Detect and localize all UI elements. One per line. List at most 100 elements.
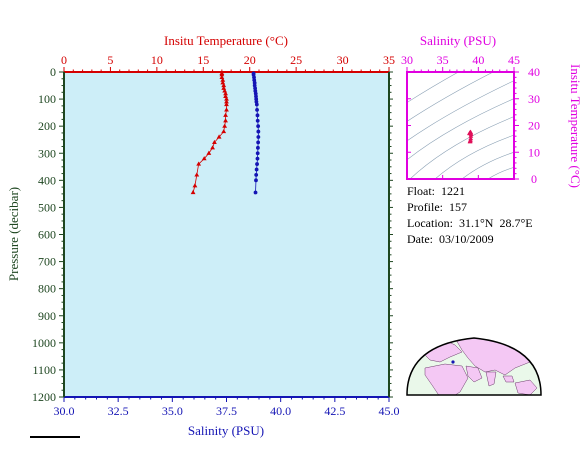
profile-plot-background bbox=[63, 71, 390, 398]
pressure-tick-label: 1000 bbox=[32, 336, 56, 350]
salinity-point bbox=[255, 113, 260, 118]
temperature-point bbox=[220, 77, 226, 82]
density-contour bbox=[407, 72, 494, 122]
float-info: Float: 1221 bbox=[407, 184, 465, 198]
pressure-axis-ticks: 0 100 200 300 400 500 600 700 800 900 1000 1100 1200 bbox=[32, 65, 393, 404]
salinity-tick-label: 30.0 bbox=[54, 404, 75, 418]
temperature-point bbox=[206, 150, 212, 155]
ts-temperature-tick-label: 0 bbox=[531, 172, 537, 186]
ts-salinity-axis-title: Salinity (PSU) bbox=[420, 33, 496, 48]
temperature-point bbox=[221, 85, 227, 90]
salinity-point bbox=[256, 140, 261, 145]
ts-salinity-tick-label: 45 bbox=[508, 53, 520, 67]
density-contour bbox=[461, 151, 514, 179]
ts-diagram-background bbox=[407, 72, 514, 179]
ts-temperature-tick-label: 20 bbox=[528, 119, 540, 133]
temperature-tick-label: 10 bbox=[151, 53, 163, 67]
map-land-arabia bbox=[465, 365, 483, 383]
density-contour bbox=[434, 134, 514, 179]
salinity-point bbox=[254, 102, 259, 107]
temperature-tick-label: 0 bbox=[61, 53, 67, 67]
temperature-tick-label: 35 bbox=[383, 53, 395, 67]
temperature-tick-label: 20 bbox=[244, 53, 256, 67]
density-contour bbox=[407, 80, 514, 142]
pressure-tick-label: 500 bbox=[38, 200, 56, 214]
salinity-axis-ticks: 30.0 32.5 35.0 37.5 40.0 42.5 45.0 bbox=[54, 397, 400, 418]
salinity-point bbox=[254, 178, 258, 183]
location-label: Location: bbox=[407, 216, 453, 230]
temperature-point bbox=[219, 72, 225, 77]
temperature-point bbox=[221, 82, 227, 88]
salinity-point bbox=[256, 145, 260, 150]
salinity-tick-label: 32.5 bbox=[108, 404, 129, 418]
location-value: 31.1°N 28.7°E bbox=[458, 216, 533, 230]
salinity-point bbox=[254, 173, 259, 177]
ts-point bbox=[468, 133, 474, 138]
density-contour bbox=[487, 167, 514, 179]
float-label: Float: bbox=[407, 184, 436, 198]
salinity-point bbox=[256, 129, 261, 134]
ts-point bbox=[467, 139, 473, 144]
salinity-tick-label: 45.0 bbox=[379, 404, 400, 418]
temperature-point bbox=[223, 112, 228, 117]
pressure-tick-label: 900 bbox=[38, 309, 56, 323]
profile-value: 157 bbox=[449, 200, 467, 214]
pressure-tick-label: 800 bbox=[38, 282, 56, 296]
salinity-point bbox=[255, 108, 259, 112]
ts-point bbox=[468, 136, 474, 141]
density-contour bbox=[407, 98, 514, 161]
ts-salinity-tick-label: 35 bbox=[437, 53, 449, 67]
salinity-point bbox=[252, 80, 257, 85]
pressure-tick-label: 100 bbox=[38, 92, 56, 106]
temperature-point bbox=[219, 74, 225, 80]
pressure-axis-title: Pressure (decibar) bbox=[6, 187, 21, 281]
ts-temperature-tick-label: 30 bbox=[528, 92, 540, 106]
temperature-point bbox=[216, 134, 222, 139]
salinity-point bbox=[255, 118, 260, 123]
temperature-point bbox=[201, 156, 207, 161]
float-value: 1221 bbox=[441, 184, 466, 198]
temperature-tick-label: 25 bbox=[290, 53, 302, 67]
date-label: Date: bbox=[407, 232, 433, 246]
pressure-tick-label: 400 bbox=[38, 173, 56, 187]
temperature-tick-label: 5 bbox=[107, 53, 113, 67]
ts-point bbox=[468, 131, 474, 136]
float-location-marker bbox=[451, 360, 455, 364]
temperature-point bbox=[196, 161, 202, 166]
salinity-point bbox=[252, 75, 256, 80]
salinity-point bbox=[253, 91, 258, 96]
salinity-tick-label: 35.0 bbox=[162, 404, 183, 418]
temperature-point bbox=[224, 107, 229, 112]
salinity-point bbox=[255, 162, 259, 166]
location-info: Location: 31.1°N 28.7°E bbox=[407, 216, 533, 230]
salinity-point bbox=[256, 124, 261, 129]
salinity-axis-title: Salinity (PSU) bbox=[188, 423, 264, 438]
temperature-point bbox=[221, 128, 227, 134]
ts-series bbox=[467, 129, 474, 144]
salinity-point bbox=[255, 151, 260, 156]
salinity-point bbox=[253, 190, 258, 195]
temperature-point bbox=[192, 183, 198, 188]
temperature-point bbox=[220, 80, 226, 85]
temperature-tick-label: 30 bbox=[337, 53, 349, 67]
temperature-point bbox=[222, 88, 228, 93]
temperature-point bbox=[210, 145, 215, 150]
profile-plot: 0 5 10 15 20 25 30 35 30.0 32.5 35.0 37.5 40.0 42.5 4… bbox=[6, 33, 400, 438]
map-land-australia bbox=[514, 379, 538, 395]
map-land-india bbox=[485, 371, 497, 387]
pressure-tick-label: 700 bbox=[38, 255, 56, 269]
pressure-tick-label: 0 bbox=[50, 65, 56, 79]
footer-stamp bbox=[30, 436, 80, 438]
map-outline bbox=[406, 337, 542, 396]
salinity-point bbox=[256, 135, 261, 139]
temperature-point bbox=[224, 96, 229, 101]
temperature-point bbox=[190, 189, 196, 195]
ts-axis-ticks: 30 35 40 45 0 10 20 30 40 bbox=[401, 53, 540, 186]
salinity-point bbox=[254, 167, 259, 172]
temperature-point bbox=[224, 99, 229, 104]
temperature-axis-title: Insitu Temperature (°C) bbox=[164, 33, 288, 48]
location-map bbox=[406, 337, 542, 396]
profile-label: Profile: bbox=[407, 200, 443, 214]
temperature-axis-ticks: 0 5 10 15 20 25 30 35 bbox=[61, 53, 395, 72]
